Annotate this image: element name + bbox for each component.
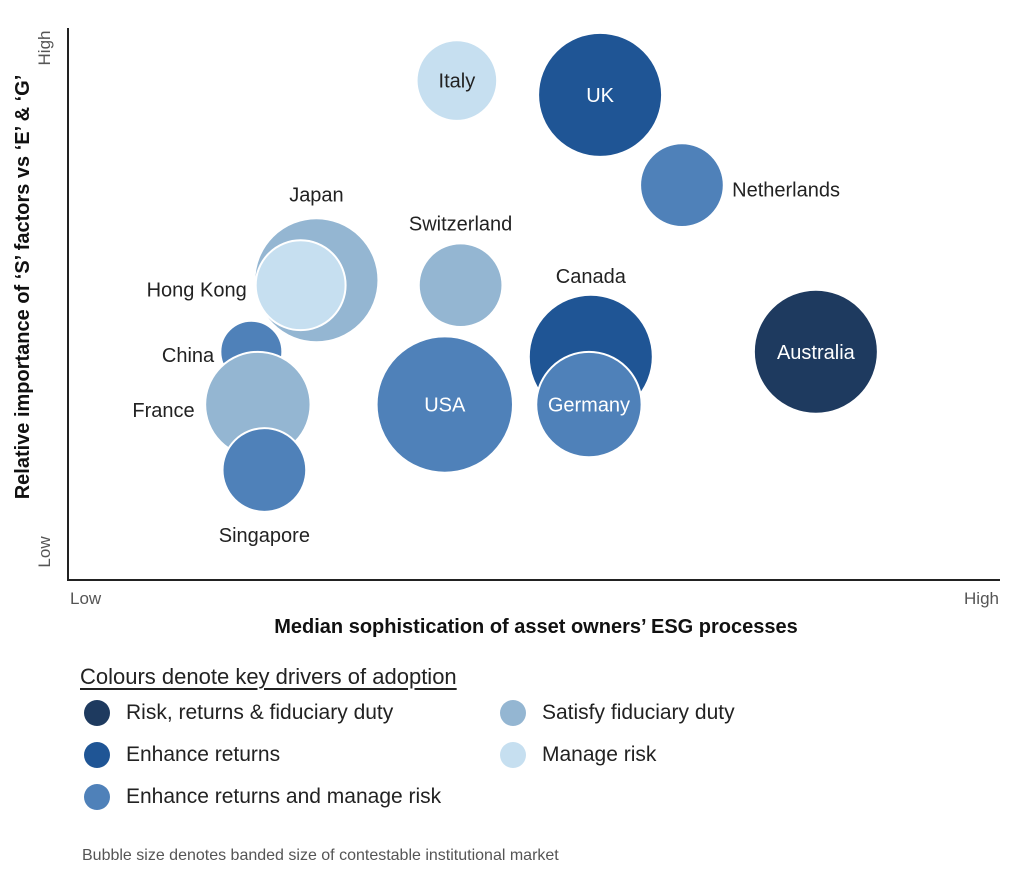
legend-swatch-satisfy-fiduciary-duty [500,700,526,726]
legend-label: Satisfy fiduciary duty [542,701,735,724]
bubble-germany [535,350,643,459]
bubble-australia [752,288,879,415]
bubble-label-france: France [132,400,194,422]
footnote: Bubble size denotes banded size of conte… [82,847,559,864]
bubble-labels-layer: Italy UK Netherlands Japan Hong Kong Switzerl… [132,71,855,547]
legend-item-satisfy-fiduciary-duty: Satisfy fiduciary duty [500,700,735,726]
bubble-switzerland [417,242,504,329]
legend-title: Colours denote key drivers of adoption [80,664,457,689]
x-high-label: High [964,589,999,608]
legend-item-enhance-returns-manage-risk: Enhance returns and manage risk [84,784,441,810]
bubble-label-hong-kong: Hong Kong [147,280,247,302]
bubble-singapore [221,427,308,513]
bubble-label-italy: Italy [439,71,476,93]
legend-label: Risk, returns & fiduciary duty [126,701,394,724]
legend-label: Enhance returns [126,743,281,766]
bubble-label-usa: USA [424,395,466,417]
x-low-label: Low [70,589,102,608]
bubble-label-china: China [162,345,215,367]
bubble-label-netherlands: Netherlands [732,179,840,201]
legend-item-risk-returns-fiduciary: Risk, returns & fiduciary duty [84,700,393,726]
legend-swatch-enhance-returns-manage-risk [84,784,110,810]
bubble-label-australia: Australia [777,342,856,364]
x-axis-title: Median sophistication of asset owners’ E… [274,616,798,638]
bubble-label-switzerland: Switzerland [409,213,512,235]
bubble-label-japan: Japan [289,185,344,207]
bubble-hong-kong [254,239,347,332]
bubble-italy [415,39,499,122]
bubble-label-uk: UK [586,85,614,107]
bubble-label-canada: Canada [556,266,627,288]
legend-label: Manage risk [542,743,657,766]
legend-swatch-manage-risk [500,742,526,768]
y-high-label: High [35,31,54,66]
bubble-netherlands [639,142,725,228]
bubbles-layer [204,31,879,513]
legend-swatch-risk-returns-fiduciary [84,700,110,726]
legend-label: Enhance returns and manage risk [126,785,442,808]
bubble-usa [375,335,514,474]
y-axis-title: Relative importance of ‘S’ factors vs ‘E… [12,75,34,500]
bubble-chart: Italy UK Netherlands Japan Hong Kong Switzerl… [12,28,1000,638]
legend-swatch-enhance-returns [84,742,110,768]
bubble-uk [537,31,664,158]
y-low-label: Low [35,536,54,568]
bubble-label-germany: Germany [548,395,630,417]
legend-item-enhance-returns: Enhance returns [84,742,280,768]
legend-item-manage-risk: Manage risk [500,742,656,768]
bubble-label-singapore: Singapore [219,525,310,547]
